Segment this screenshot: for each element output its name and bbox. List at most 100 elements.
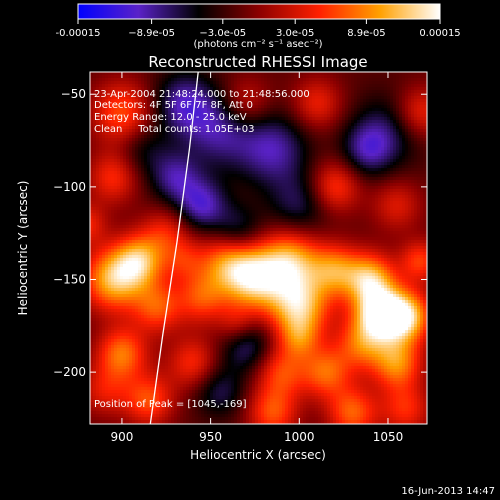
heatmap-cell: [156, 318, 160, 322]
heatmap-cell: [105, 378, 109, 382]
heatmap-cell: [123, 390, 127, 394]
heatmap-cell: [183, 261, 187, 265]
heatmap-cell: [132, 234, 136, 238]
heatmap-cell: [102, 399, 106, 403]
heatmap-cell: [186, 240, 190, 244]
heatmap-cell: [108, 153, 112, 157]
heatmap-cell: [99, 255, 103, 259]
heatmap-cell: [144, 384, 148, 388]
heatmap-cell: [129, 135, 133, 139]
heatmap-cell: [105, 96, 109, 100]
heatmap-cell: [120, 246, 124, 250]
heatmap-cell: [144, 153, 148, 157]
heatmap-cell: [150, 270, 154, 274]
heatmap-cell: [120, 399, 124, 403]
heatmap-cell: [198, 345, 202, 349]
heatmap-cell: [189, 117, 193, 121]
heatmap-cell: [183, 276, 187, 280]
heatmap-cell: [138, 384, 142, 388]
heatmap-cell: [138, 222, 142, 226]
heatmap-cell: [195, 186, 199, 190]
heatmap-cell: [153, 411, 157, 415]
heatmap-cell: [159, 384, 163, 388]
heatmap-cell: [90, 243, 94, 247]
heatmap-cell: [210, 267, 214, 271]
heatmap-cell: [147, 369, 151, 373]
heatmap-cell: [138, 171, 142, 175]
heatmap-cell: [123, 78, 127, 82]
heatmap-cell: [102, 288, 106, 292]
heatmap-cell: [165, 108, 169, 112]
heatmap-cell: [174, 180, 178, 184]
heatmap-cell: [213, 204, 217, 208]
heatmap-cell: [189, 267, 193, 271]
heatmap-cell: [159, 159, 163, 163]
heatmap-cell: [189, 87, 193, 91]
heatmap-cell: [201, 402, 205, 406]
heatmap-cell: [105, 231, 109, 235]
heatmap-cell: [201, 417, 205, 421]
heatmap-cell: [204, 417, 208, 421]
heatmap-cell: [198, 225, 202, 229]
heatmap-cell: [144, 282, 148, 286]
heatmap-cell: [195, 342, 199, 346]
heatmap-cell: [120, 177, 124, 181]
heatmap-cell: [105, 240, 109, 244]
heatmap-cell: [165, 252, 169, 256]
heatmap-cell: [90, 177, 94, 181]
heatmap-cell: [177, 363, 181, 367]
heatmap-cell: [174, 120, 178, 124]
heatmap-cell: [186, 201, 190, 205]
heatmap-cell: [171, 105, 175, 109]
heatmap-cell: [162, 342, 166, 346]
heatmap-cell: [114, 135, 118, 139]
heatmap-cell: [102, 162, 106, 166]
heatmap-cell: [108, 75, 112, 79]
heatmap-cell: [177, 366, 181, 370]
heatmap-cell: [93, 258, 97, 262]
heatmap-cell: [153, 285, 157, 289]
heatmap-cell: [99, 360, 103, 364]
heatmap-cell: [147, 141, 151, 145]
heatmap-cell: [168, 267, 172, 271]
heatmap-cell: [93, 417, 97, 421]
heatmap-cell: [189, 351, 193, 355]
heatmap-cell: [132, 276, 136, 280]
heatmap-cell: [150, 135, 154, 139]
heatmap-cell: [207, 207, 211, 211]
heatmap-cell: [201, 201, 205, 205]
heatmap-cell: [198, 264, 202, 268]
heatmap-cell: [198, 327, 202, 331]
heatmap-cell: [180, 288, 184, 292]
heatmap-cell: [174, 345, 178, 349]
heatmap-cell: [201, 198, 205, 202]
heatmap-cell: [198, 270, 202, 274]
heatmap-cell: [138, 342, 142, 346]
heatmap-cell: [174, 405, 178, 409]
heatmap-cell: [162, 378, 166, 382]
heatmap-cell: [162, 105, 166, 109]
heatmap-cell: [165, 213, 169, 217]
heatmap-cell: [174, 303, 178, 307]
heatmap-cell: [162, 189, 166, 193]
heatmap-cell: [156, 117, 160, 121]
heatmap-cell: [189, 192, 193, 196]
heatmap-cell: [198, 204, 202, 208]
heatmap-cell: [141, 183, 145, 187]
heatmap-cell: [168, 252, 172, 256]
heatmap-cell: [141, 72, 145, 76]
heatmap-cell: [162, 207, 166, 211]
heatmap-cell: [180, 357, 184, 361]
heatmap-cell: [147, 174, 151, 178]
heatmap-cell: [102, 366, 106, 370]
heatmap-cell: [111, 273, 115, 277]
heatmap-cell: [135, 330, 139, 334]
heatmap-cell: [204, 126, 208, 130]
heatmap-cell: [207, 87, 211, 91]
heatmap-cell: [177, 147, 181, 151]
heatmap-cell: [213, 102, 217, 106]
heatmap-cell: [189, 237, 193, 241]
heatmap-cell: [162, 276, 166, 280]
heatmap-cell: [210, 294, 214, 298]
heatmap-cell: [189, 342, 193, 346]
